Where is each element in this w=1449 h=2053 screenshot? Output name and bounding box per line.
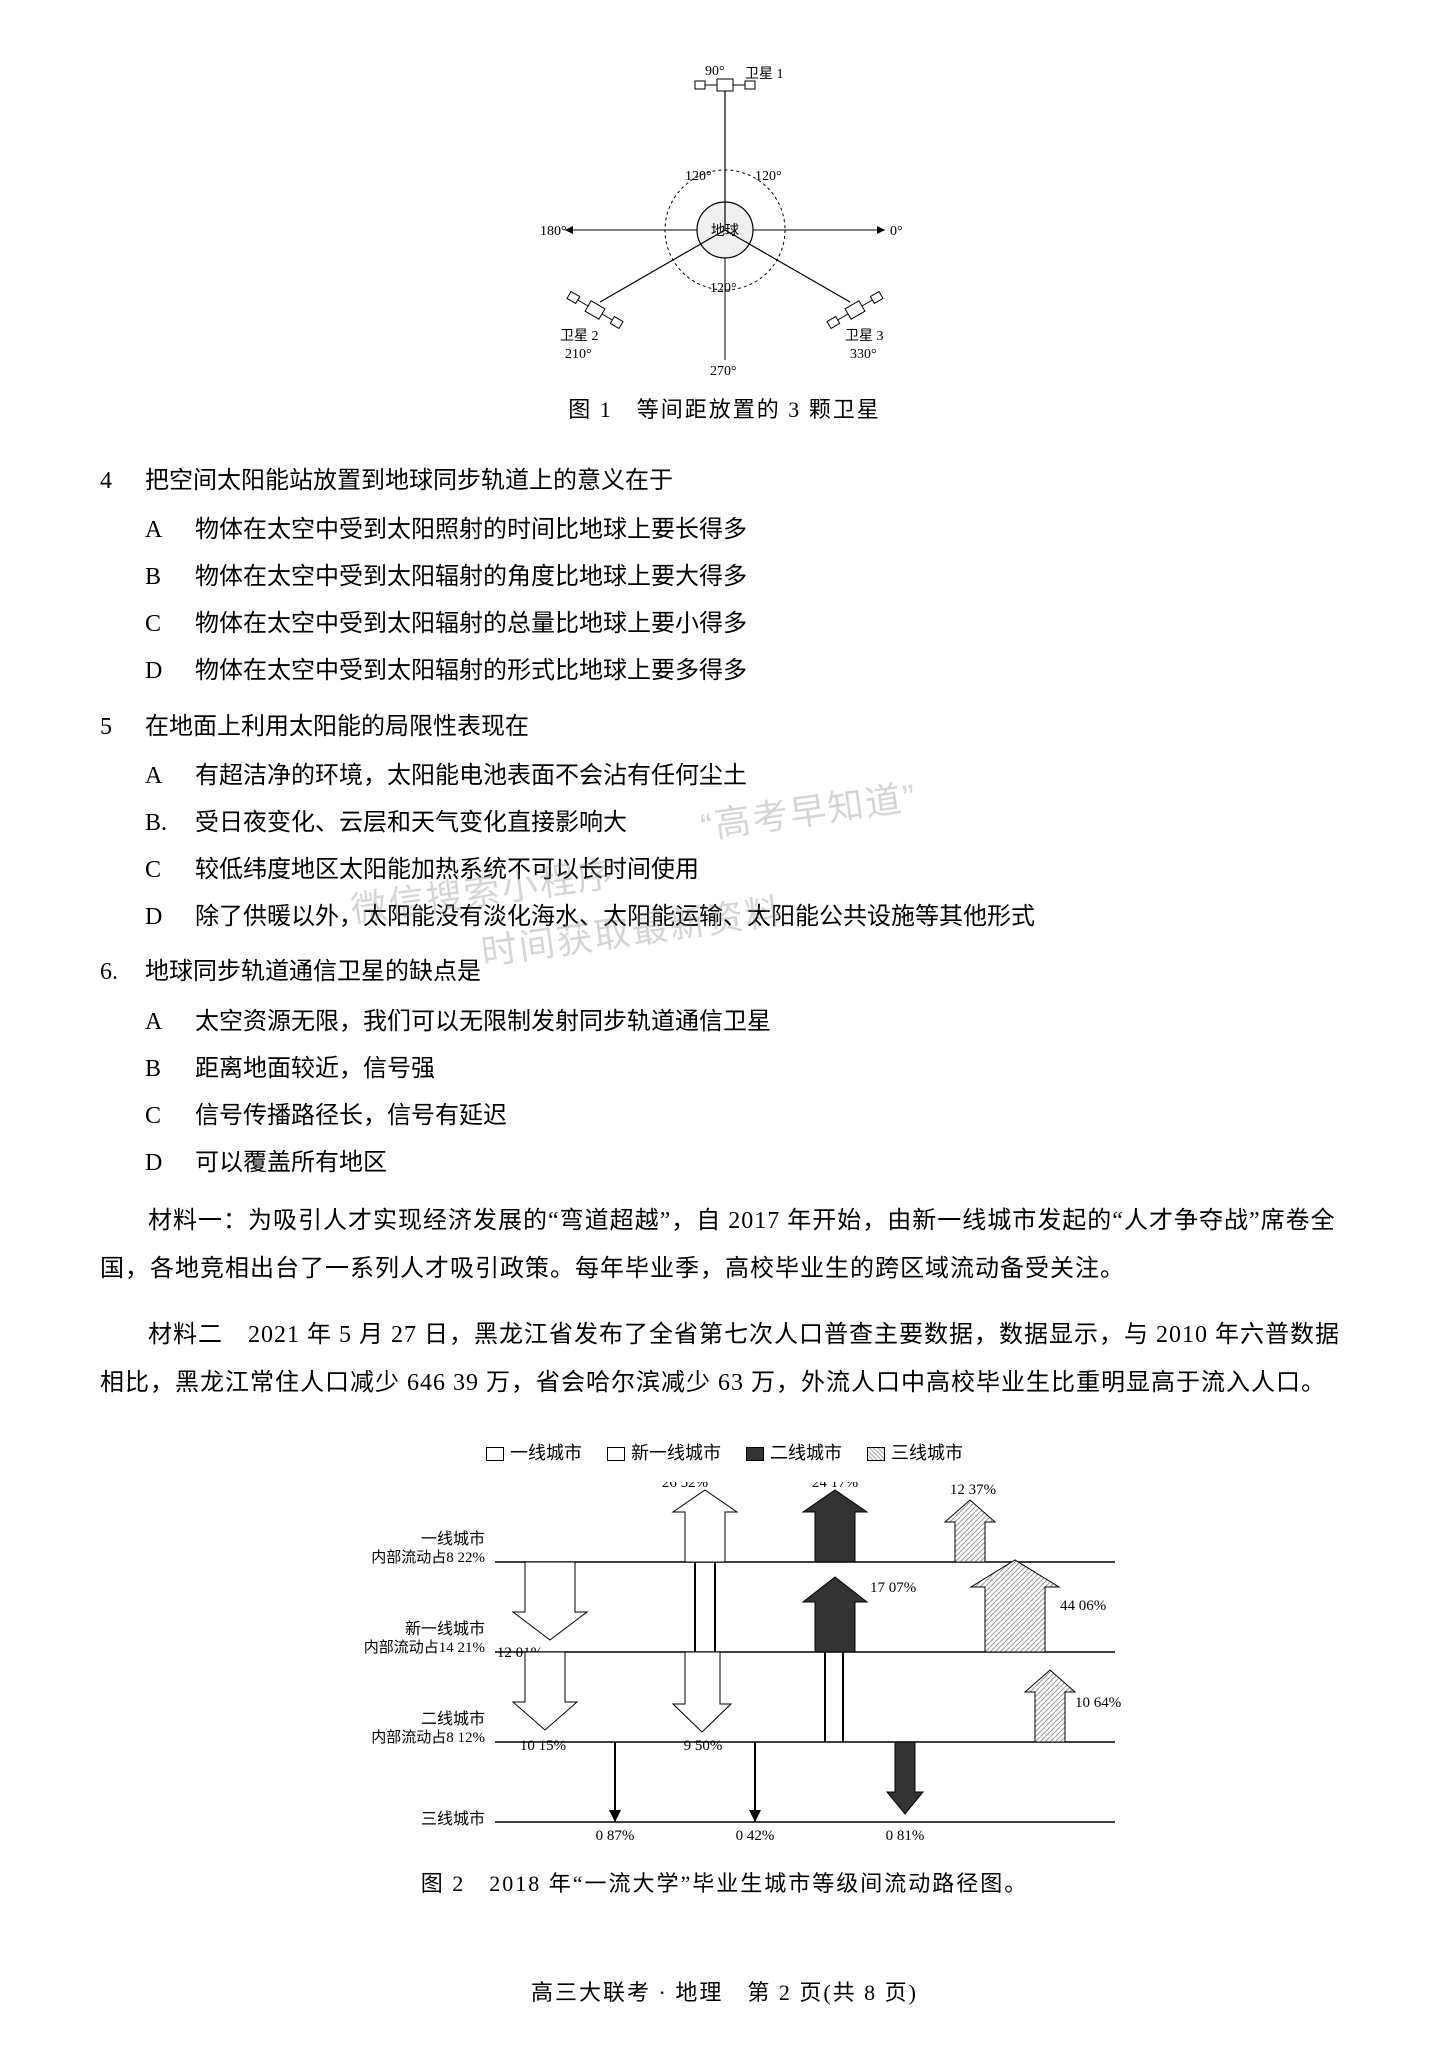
q6-c-label: C bbox=[145, 1095, 195, 1138]
legend-2: 二线城市 bbox=[770, 1437, 842, 1469]
q5-d-label: D bbox=[145, 896, 195, 939]
q4-c-label: C bbox=[145, 603, 195, 646]
svg-text:二线城市: 二线城市 bbox=[420, 1710, 484, 1728]
figure-2: 一线城市 新一线城市 二线城市 三线城市 一线城市 内部流动占8 22% 新一线… bbox=[100, 1437, 1349, 1903]
q4-stem: 把空间太阳能站放置到地球同步轨道上的意义在于 bbox=[145, 460, 1349, 503]
q5-b-label: B. bbox=[145, 802, 195, 845]
sat2-deg: 210° bbox=[565, 347, 592, 362]
q5-c-label: C bbox=[145, 849, 195, 892]
sat2-label: 卫星 2 bbox=[560, 329, 599, 344]
figure1-caption: 图 1 等间距放置的 3 颗卫星 bbox=[100, 390, 1349, 430]
question-4: 4 把空间太阳能站放置到地球同步轨道上的意义在于 A物体在太空中受到太阳照射的时… bbox=[100, 460, 1349, 694]
q6-b-label: B bbox=[145, 1048, 195, 1091]
q6-d-text: 可以覆盖所有地区 bbox=[195, 1142, 1349, 1185]
q4-c-text: 物体在太空中受到太阳辐射的总量比地球上要小得多 bbox=[195, 603, 1349, 646]
q5-c-text: 较低纬度地区太阳能加热系统不可以长时间使用 bbox=[195, 849, 1349, 892]
sat1-label: 卫星 1 bbox=[745, 67, 784, 82]
q6-d-label: D bbox=[145, 1142, 195, 1185]
svg-text:0 42%: 0 42% bbox=[735, 1828, 774, 1844]
material-1: 材料一：为吸引人才实现经济发展的“弯道超越”，自 2017 年开始，由新一线城市… bbox=[100, 1197, 1349, 1293]
sat3-label: 卫星 3 bbox=[845, 329, 884, 344]
svg-text:0 87%: 0 87% bbox=[595, 1828, 634, 1844]
q4-d-text: 物体在太空中受到太阳辐射的形式比地球上要多得多 bbox=[195, 650, 1349, 693]
flow-chart-svg: 一线城市 内部流动占8 22% 新一线城市 内部流动占14 21% 二线城市 内… bbox=[315, 1482, 1135, 1852]
q5-stem: 在地面上利用太阳能的局限性表现在 bbox=[145, 706, 1349, 749]
legend-0: 一线城市 bbox=[510, 1437, 582, 1469]
svg-text:24 17%: 24 17% bbox=[811, 1482, 857, 1491]
angle120r: 120° bbox=[755, 169, 782, 184]
deg180: 180° bbox=[540, 224, 567, 239]
q4-b-label: B bbox=[145, 556, 195, 599]
angle120b: 120° bbox=[710, 281, 737, 296]
svg-text:内部流动占8 22%: 内部流动占8 22% bbox=[371, 1549, 485, 1566]
question-5: 5 在地面上利用太阳能的局限性表现在 A有超洁净的环境，太阳能电池表面不会沾有任… bbox=[100, 706, 1349, 940]
q4-num: 4 bbox=[100, 460, 145, 503]
q4-b-text: 物体在太空中受到太阳辐射的角度比地球上要大得多 bbox=[195, 556, 1349, 599]
svg-text:44 06%: 44 06% bbox=[1060, 1598, 1106, 1614]
q6-stem: 地球同步轨道通信卫星的缺点是 bbox=[145, 951, 1349, 994]
q5-a-text: 有超洁净的环境，太阳能电池表面不会沾有任何尘土 bbox=[195, 755, 1349, 798]
figure1-svg: 地球 120° 120° 120° 90° 卫星 1 bbox=[505, 60, 945, 380]
svg-text:0 81%: 0 81% bbox=[885, 1828, 924, 1844]
q6-a-label: A bbox=[145, 1001, 195, 1044]
legend-1: 新一线城市 bbox=[631, 1437, 721, 1469]
question-6: 6. 地球同步轨道通信卫星的缺点是 A太空资源无限，我们可以无限制发射同步轨道通… bbox=[100, 951, 1349, 1185]
q5-num: 5 bbox=[100, 706, 145, 749]
svg-text:17 07%: 17 07% bbox=[870, 1580, 916, 1596]
page-footer: 高三大联考 · 地理 第 2 页(共 8 页) bbox=[100, 1973, 1349, 2013]
svg-text:26 52%: 26 52% bbox=[661, 1482, 707, 1491]
svg-text:内部流动占8 12%: 内部流动占8 12% bbox=[371, 1729, 485, 1746]
q5-d-text: 除了供暖以外，太阳能没有淡化海水、太阳能运输、太阳能公共设施等其他形式 bbox=[195, 896, 1349, 939]
q4-a-text: 物体在太空中受到太阳照射的时间比地球上要长得多 bbox=[195, 509, 1349, 552]
angle-top: 90° bbox=[705, 64, 725, 79]
svg-text:12 37%: 12 37% bbox=[949, 1482, 995, 1498]
deg0: 0° bbox=[890, 224, 903, 239]
q5-a-label: A bbox=[145, 755, 195, 798]
svg-text:内部流动占14 21%: 内部流动占14 21% bbox=[363, 1639, 484, 1656]
chart-legend: 一线城市 新一线城市 二线城市 三线城市 bbox=[100, 1437, 1349, 1469]
legend-3: 三线城市 bbox=[891, 1437, 963, 1469]
material-1-block: 材料一：为吸引人才实现经济发展的“弯道超越”，自 2017 年开始，由新一线城市… bbox=[100, 1197, 1349, 1293]
q6-b-text: 距离地面较近，信号强 bbox=[195, 1048, 1349, 1091]
figure2-caption: 图 2 2018 年“一流大学”毕业生城市等级间流动路径图。 bbox=[100, 1864, 1349, 1904]
svg-text:10 64%: 10 64% bbox=[1075, 1695, 1121, 1711]
angle120l: 120° bbox=[685, 169, 712, 184]
svg-text:10 15%: 10 15% bbox=[519, 1738, 565, 1754]
sat3-deg: 330° bbox=[850, 347, 877, 362]
q4-a-label: A bbox=[145, 509, 195, 552]
material-2: 材料二 2021 年 5 月 27 日，黑龙江省发布了全省第七次人口普查主要数据… bbox=[100, 1311, 1349, 1407]
figure-1: 地球 120° 120° 120° 90° 卫星 1 bbox=[100, 60, 1349, 430]
material-2-block: 材料二 2021 年 5 月 27 日，黑龙江省发布了全省第七次人口普查主要数据… bbox=[100, 1311, 1349, 1407]
q6-num: 6. bbox=[100, 951, 145, 994]
svg-text:三线城市: 三线城市 bbox=[420, 1810, 484, 1828]
svg-text:新一线城市: 新一线城市 bbox=[404, 1620, 484, 1638]
svg-text:一线城市: 一线城市 bbox=[420, 1530, 484, 1548]
q6-c-text: 信号传播路径长，信号有延迟 bbox=[195, 1095, 1349, 1138]
deg270: 270° bbox=[710, 364, 737, 379]
q6-a-text: 太空资源无限，我们可以无限制发射同步轨道通信卫星 bbox=[195, 1001, 1349, 1044]
q4-d-label: D bbox=[145, 650, 195, 693]
q5-b-text: 受日夜变化、云层和天气变化直接影响大 bbox=[195, 802, 1349, 845]
svg-text:9 50%: 9 50% bbox=[683, 1738, 722, 1754]
